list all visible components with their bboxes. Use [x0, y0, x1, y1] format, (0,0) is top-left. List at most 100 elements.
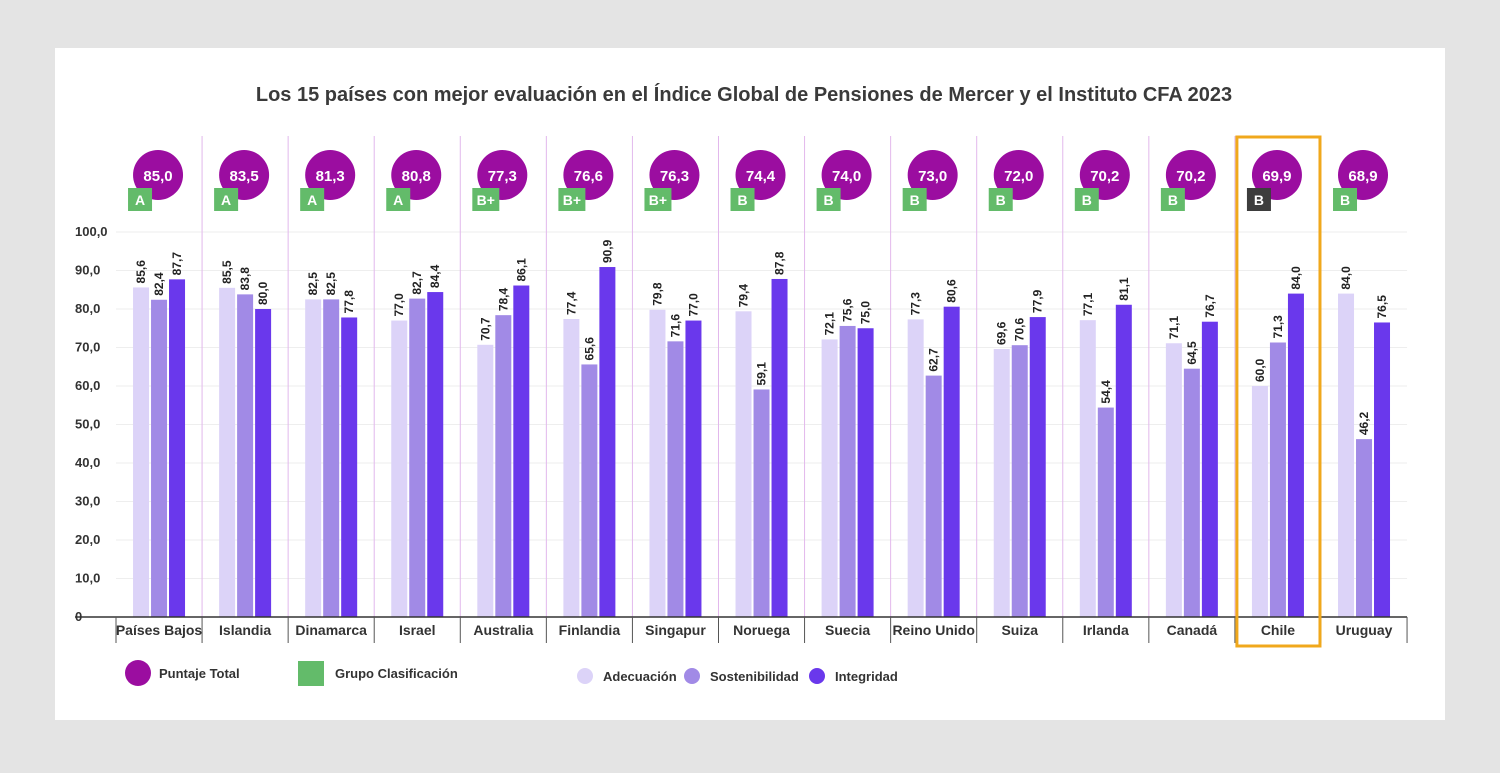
bar	[169, 279, 186, 617]
grade-box	[128, 188, 153, 211]
grade-label: A	[135, 192, 145, 208]
x-tick-label: Canadá	[1167, 622, 1218, 638]
grade-box	[988, 188, 1013, 211]
grade-label: B	[1082, 192, 1092, 208]
total-score-circle	[1079, 150, 1130, 200]
legend-integridad-label: Integridad	[835, 669, 898, 684]
bar	[1165, 343, 1182, 617]
bar	[341, 317, 358, 617]
bar-value-label: 80,0	[256, 281, 270, 305]
bar	[649, 309, 666, 617]
total-score-circle	[1165, 150, 1216, 200]
grade-box	[644, 188, 672, 211]
y-tick-label: 90,0	[75, 263, 100, 278]
bar-value-label: 69,6	[995, 321, 1009, 345]
bar	[255, 309, 272, 617]
bar	[237, 294, 254, 617]
bar-value-label: 46,2	[1357, 411, 1371, 435]
y-tick-label: 100,0	[75, 224, 108, 239]
total-score-circle	[993, 150, 1044, 200]
bar	[1287, 293, 1304, 617]
total-score-circle	[391, 150, 442, 200]
bar	[1079, 320, 1096, 617]
total-score-circle	[133, 150, 184, 200]
bar-value-label: 60,0	[1253, 358, 1267, 382]
bar-value-label: 84,0	[1339, 266, 1353, 290]
bar	[1183, 368, 1200, 617]
bar	[1029, 317, 1046, 617]
y-tick-label: 70,0	[75, 340, 100, 355]
bar-value-label: 82,5	[324, 272, 338, 296]
bar-value-label: 70,7	[478, 317, 492, 341]
bar	[477, 344, 494, 617]
bar-value-label: 86,1	[514, 258, 528, 282]
legend-total-label: Puntaje Total	[159, 666, 240, 681]
highlight	[1235, 135, 1322, 648]
grade-box	[472, 188, 500, 211]
legend-grade-swatch	[298, 661, 324, 686]
bar-value-label: 75,0	[859, 301, 873, 325]
bar	[839, 325, 856, 617]
bar-value-label: 84,0	[1289, 266, 1303, 290]
total-score-circle	[1338, 150, 1389, 200]
total-score-circle	[1251, 150, 1302, 200]
y-tick-label: 60,0	[75, 378, 100, 393]
bar-value-label: 70,6	[1013, 318, 1027, 342]
grade-box	[300, 188, 325, 211]
grade-box	[1333, 188, 1358, 211]
x-tick-label: Suiza	[1001, 622, 1038, 638]
bar	[667, 341, 684, 617]
highlight-box	[1235, 135, 1322, 648]
total-score-circle	[477, 150, 528, 200]
grade-box	[1246, 188, 1271, 211]
x-tick-label: Australia	[473, 622, 533, 638]
grade-box	[214, 188, 239, 211]
x-tick-label: Irlanda	[1083, 622, 1129, 638]
grade-box	[1074, 188, 1099, 211]
y-tick-label: 50,0	[75, 417, 100, 432]
bar-value-label: 82,7	[410, 271, 424, 295]
grade-box	[386, 188, 411, 211]
total-score-label: 77,3	[488, 168, 517, 185]
total-score-circle	[907, 150, 958, 200]
bar-value-label: 82,4	[152, 272, 166, 296]
bar-value-label: 77,8	[342, 290, 356, 314]
bar-value-label: 77,0	[686, 293, 700, 317]
bar-value-label: 75,6	[841, 298, 855, 322]
grade-label: B+	[563, 192, 581, 208]
total-score-circle	[305, 150, 356, 200]
total-score-circle	[821, 150, 872, 200]
bar-value-label: 77,3	[909, 292, 923, 316]
grade-label: B	[910, 192, 920, 208]
bar-value-label: 85,6	[134, 260, 148, 284]
total-score-label: 76,6	[574, 168, 603, 185]
bar	[1269, 342, 1286, 617]
x-axis: Países Bajos Islandia Dinamarca Israel Austr…	[75, 616, 1408, 643]
bar	[219, 287, 236, 617]
grade-label: B+	[477, 192, 495, 208]
bar	[735, 311, 752, 617]
bar	[821, 339, 838, 617]
bar	[857, 328, 874, 617]
grade-label: B	[1254, 192, 1264, 208]
legend-adecuacion-label: Adecuación	[603, 669, 677, 684]
total-score-label: 80,8	[402, 168, 431, 185]
bar-value-label: 90,9	[600, 239, 614, 263]
bar	[907, 319, 924, 617]
bar	[943, 306, 960, 617]
bar	[771, 278, 788, 617]
bar-value-label: 64,5	[1185, 341, 1199, 365]
bar	[685, 320, 702, 617]
bar	[323, 299, 340, 617]
x-tick-label: Países Bajos	[116, 622, 203, 638]
bar-value-label: 71,1	[1167, 316, 1181, 340]
bar	[409, 298, 426, 617]
bar-value-label: 79,8	[650, 282, 664, 306]
bar-value-label: 79,4	[737, 284, 751, 308]
total-score-label: 68,9	[1348, 168, 1377, 185]
bar	[513, 285, 530, 617]
bar	[563, 319, 580, 617]
grade-label: B	[1168, 192, 1178, 208]
bar-value-label: 84,4	[428, 264, 442, 288]
total-score-label: 73,0	[918, 168, 947, 185]
